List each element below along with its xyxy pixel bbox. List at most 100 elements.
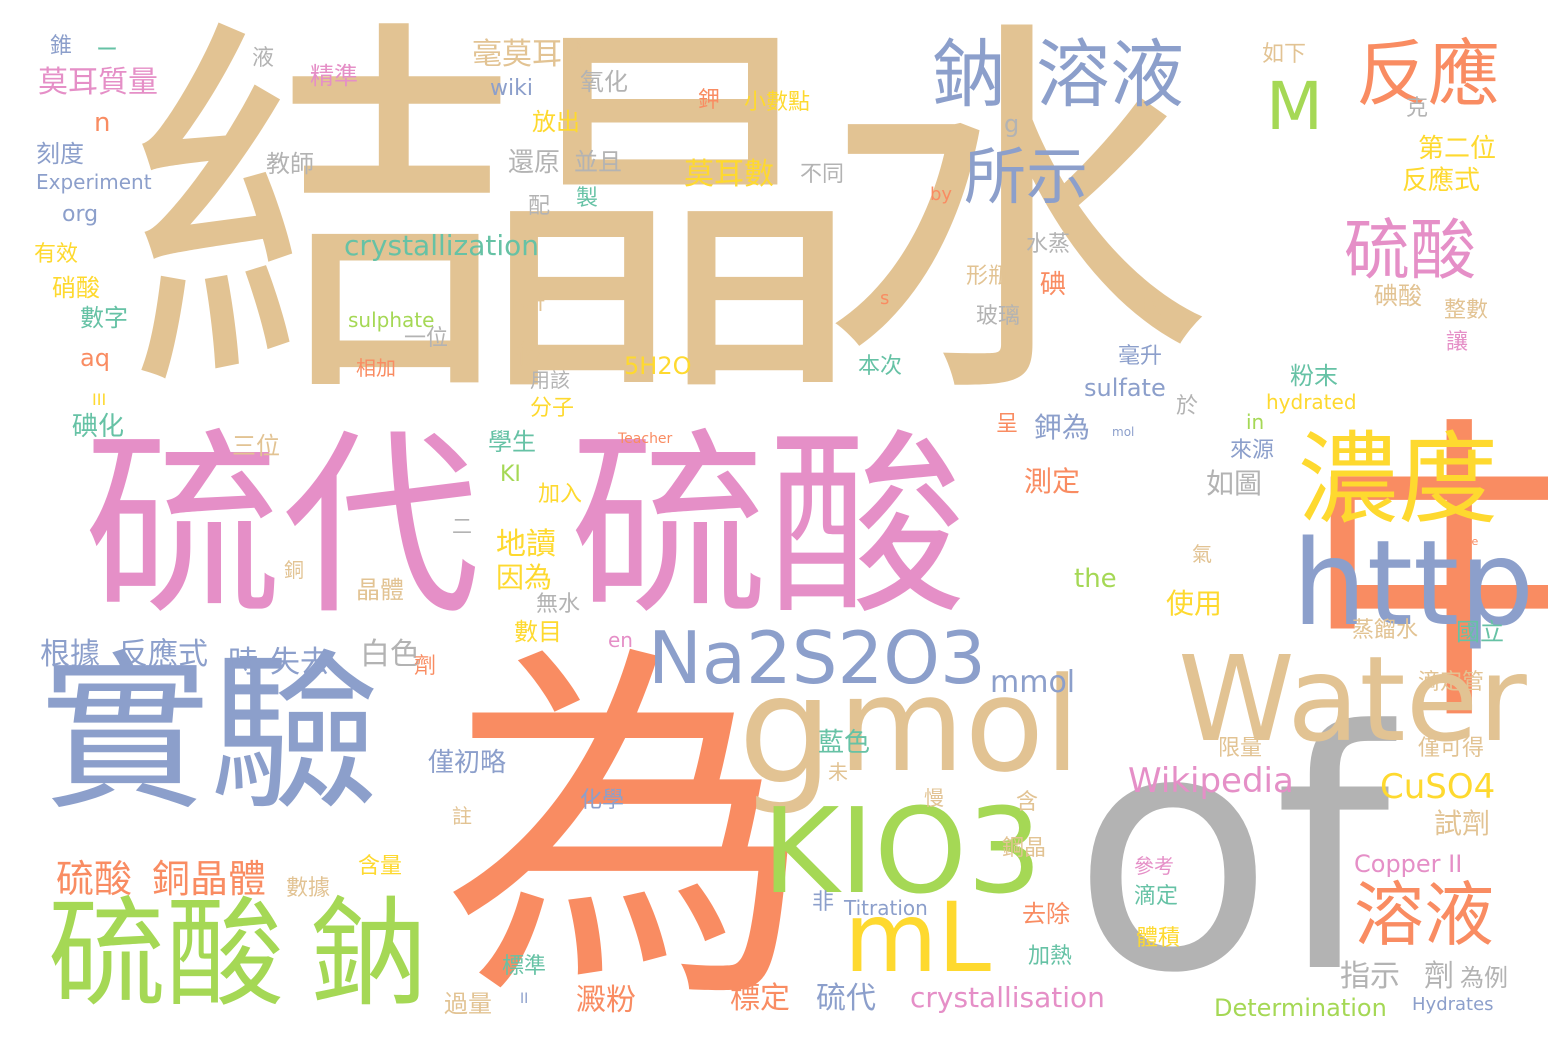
- word-有效: 有效: [34, 242, 79, 267]
- word-en: en: [608, 628, 633, 652]
- word-http: http: [1292, 514, 1535, 652]
- word-用該: 用該: [530, 368, 570, 392]
- word-Hydrates: Hydrates: [1412, 994, 1494, 1015]
- word-因為: 因為: [496, 561, 553, 594]
- word-限量: 限量: [1218, 736, 1263, 761]
- word-水蒸: 水蒸: [1026, 232, 1071, 257]
- word-讓: 讓: [1446, 330, 1469, 355]
- word-所示: 所示: [964, 140, 1089, 213]
- word-Experiment: Experiment: [36, 170, 152, 194]
- word-of: of: [1072, 661, 1391, 1045]
- word-碘化: 碘化: [72, 412, 125, 442]
- word-二: 二: [452, 514, 472, 538]
- word-無水: 無水: [536, 592, 581, 617]
- word-刻度: 刻度: [36, 140, 84, 168]
- word-鈉-green: 鈉: [310, 885, 429, 1023]
- word-分子: 分子: [530, 396, 575, 421]
- word-pdf: pdf: [512, 292, 545, 316]
- word-n: n: [94, 108, 111, 138]
- word-未: 未: [828, 760, 848, 784]
- word-wiki: wiki: [490, 76, 533, 101]
- word-sulphate: sulphate: [348, 308, 435, 332]
- word-藍色: 藍色: [818, 728, 871, 758]
- word-KI: KI: [500, 462, 521, 487]
- word-還原: 還原: [508, 148, 561, 178]
- word-反應式-yellow: 反應式: [1402, 166, 1481, 196]
- word-crystallisation: crystallisation: [910, 981, 1105, 1014]
- word-一位: 一位: [404, 326, 449, 351]
- word-II: II: [520, 991, 529, 1007]
- word-僅可得: 僅可得: [1418, 736, 1485, 761]
- word-加熱: 加熱: [1028, 944, 1073, 969]
- word-不同: 不同: [800, 162, 845, 187]
- word-Teacher: Teacher: [618, 431, 673, 447]
- word-鈉-blue: 鈉: [932, 32, 1006, 118]
- word-硫酸-orange: 硫酸: [56, 857, 133, 901]
- word-國立: 國立: [1456, 618, 1504, 646]
- word-mol: mol: [838, 649, 1081, 801]
- word-Guide: Guide: [1446, 535, 1479, 548]
- word-III: III: [92, 390, 107, 409]
- word-by: by: [930, 184, 953, 205]
- word-含: 含: [1016, 790, 1039, 815]
- word-配: 配: [528, 194, 551, 219]
- word-g: g: [738, 644, 834, 818]
- word-硫代: 硫代: [84, 411, 480, 642]
- word-如下: 如下: [1262, 42, 1307, 67]
- word-the: the: [1074, 564, 1117, 594]
- word-慢: 慢: [924, 786, 944, 810]
- word-註: 註: [452, 804, 472, 828]
- word-M: M: [1266, 68, 1323, 145]
- word-硫代-blue: 硫代: [816, 981, 876, 1016]
- word-精準: 精準: [310, 62, 358, 90]
- word-結晶水: 結晶水: [128, 0, 1212, 446]
- word-Copper-II: Copper II: [1354, 850, 1463, 878]
- word-硫酸-big: 硫酸: [570, 411, 966, 642]
- word-放出: 放出: [532, 108, 580, 136]
- word-形瓶: 形瓶: [966, 264, 1011, 289]
- word-溶液-blue: 溶液: [1036, 32, 1184, 118]
- word-地讀: 地讀: [496, 527, 556, 562]
- word-含量: 含量: [358, 854, 403, 879]
- word-反應: 反應: [1356, 32, 1501, 116]
- word-氧化-top: 氧化: [580, 68, 628, 96]
- word-過量: 過量: [444, 990, 492, 1018]
- word-玻璃: 玻璃: [976, 304, 1021, 329]
- word-液: 液: [252, 46, 275, 71]
- word-澱粉: 澱粉: [576, 983, 636, 1018]
- word-sulfate: sulfate: [1084, 374, 1166, 402]
- word-參考: 參考: [1134, 854, 1174, 878]
- word-crystallization: crystallization: [344, 229, 540, 262]
- word-呈: 呈: [996, 412, 1019, 437]
- word-指示: 指示: [1340, 959, 1400, 994]
- word-銅晶體: 銅晶體: [152, 857, 267, 901]
- word-本次: 本次: [858, 354, 903, 379]
- word-Water: Water: [1178, 630, 1527, 768]
- word-加入: 加入: [538, 482, 583, 507]
- word-KIO3: KIO3: [762, 782, 1043, 920]
- word-試劑: 試劑: [1434, 807, 1491, 840]
- word-去除: 去除: [1022, 900, 1070, 928]
- word-數目: 數目: [514, 618, 562, 646]
- word-失去: 失去: [270, 645, 330, 680]
- word-標準: 標準: [502, 954, 547, 979]
- word-並且: 並且: [574, 148, 622, 176]
- word-整數: 整數: [1444, 298, 1489, 323]
- word-Titration: Titration: [844, 896, 928, 920]
- word-碘酸: 碘酸: [1374, 282, 1422, 310]
- word-三位: 三位: [232, 432, 280, 460]
- word-毫升: 毫升: [1118, 344, 1163, 369]
- word-於: 於: [1176, 394, 1199, 419]
- word-Wikipedia: Wikipedia: [1128, 761, 1294, 801]
- word-Determination: Determination: [1214, 994, 1387, 1022]
- word-來源: 來源: [1230, 438, 1275, 463]
- word-劑-orange: 劑: [414, 654, 437, 679]
- word-s: s: [880, 288, 890, 309]
- word-mol-small: mol: [1112, 425, 1135, 439]
- word-氣: 氣: [1192, 542, 1212, 566]
- word-鉀: 鉀: [698, 88, 721, 113]
- word-滴定管: 滴定管: [1418, 670, 1485, 695]
- word-僅初略: 僅初略: [428, 748, 507, 778]
- word-標定: 標定: [730, 981, 790, 1016]
- word-體積: 體積: [1136, 926, 1181, 951]
